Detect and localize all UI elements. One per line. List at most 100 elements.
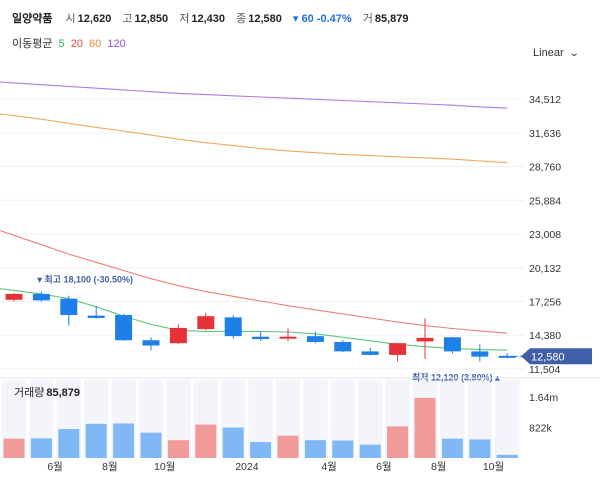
candle	[169, 324, 187, 344]
candle-body	[32, 293, 50, 301]
candle	[306, 331, 324, 344]
y-tick-label: 28,760	[529, 162, 561, 174]
volume-bar	[58, 429, 80, 458]
volume-bar	[195, 424, 217, 458]
candle	[416, 318, 434, 359]
candle	[252, 331, 270, 341]
last-price-label: 12,580	[531, 351, 565, 363]
open-value: 12,620	[77, 13, 112, 25]
scale-dropdown[interactable]: Linear ⌄	[533, 47, 580, 59]
volume-bar	[167, 440, 189, 458]
volume-bar	[277, 435, 299, 458]
low-value: 12,430	[191, 13, 226, 25]
volume-value: 85,879	[374, 13, 409, 25]
candle-body	[169, 327, 187, 344]
volume-legend: 거래량 85,879	[14, 384, 80, 400]
close-label: 종	[236, 13, 247, 25]
ma20-line	[0, 230, 508, 334]
volume-bar	[222, 427, 244, 458]
candle	[32, 291, 50, 302]
volume-bar	[414, 397, 436, 458]
ma-legend-60: 60	[89, 38, 102, 50]
x-tick-label: 8월	[431, 461, 447, 473]
ma-legend-20: 20	[70, 38, 83, 50]
candle	[60, 295, 78, 326]
volume-bar	[3, 438, 25, 458]
volume-tick-label: 1.64m	[529, 392, 558, 404]
candle	[471, 344, 489, 362]
volume-bar	[250, 442, 272, 458]
ma120-line	[0, 81, 508, 109]
y-tick-label: 14,380	[529, 330, 561, 342]
low-annotation: 최저 12,120 (3.80%) ▴	[412, 372, 500, 383]
ma-legend-label: 이동평균	[12, 38, 53, 50]
candle	[361, 347, 379, 356]
x-tick-label: 2024	[235, 461, 259, 473]
volume-bar	[387, 426, 409, 458]
candle-body	[416, 337, 434, 342]
price-header: 일양약품 시 12,620 고 12,850 저 12,430 종 12,580 ▾ 6…	[12, 10, 417, 26]
change-value: ▾ 60 -0.47%	[292, 13, 352, 25]
volume-label: 거	[362, 13, 373, 25]
volume-bar	[113, 423, 135, 458]
candle-body	[306, 336, 324, 342]
volume-bar	[332, 440, 354, 458]
x-tick-label: 6월	[47, 461, 63, 473]
candle	[87, 305, 105, 319]
candle-body	[60, 298, 78, 316]
volume-legend-value: 85,879	[46, 387, 81, 399]
x-tick-label: 4월	[321, 461, 337, 473]
candle-body	[471, 351, 489, 357]
stock-name: 일양약품	[12, 13, 53, 25]
ma-legend-5: 5	[58, 38, 65, 50]
candle-body	[334, 342, 352, 352]
ma-legend-120: 120	[107, 38, 126, 50]
volume-legend-label: 거래량	[14, 387, 45, 399]
ma60-line	[0, 113, 508, 164]
close-value: 12,580	[248, 13, 282, 25]
volume-bar	[30, 438, 52, 458]
candle-body	[279, 336, 297, 339]
y-tick-label: 23,008	[529, 229, 561, 241]
candle	[5, 292, 23, 302]
candle-body	[5, 293, 23, 300]
candle	[197, 312, 215, 331]
last-price-tag	[521, 348, 592, 365]
y-tick-label: 25,884	[529, 195, 561, 207]
y-tick-label: 17,256	[529, 296, 561, 308]
ma-legend[interactable]: 이동평균 5 20 60 120	[12, 35, 129, 51]
scale-mode: Linear	[533, 47, 564, 59]
candle	[115, 313, 133, 341]
volume-bar	[496, 454, 518, 458]
candle-body	[142, 340, 160, 346]
volume-bar	[85, 423, 107, 458]
candle	[224, 315, 242, 339]
chevron-down-icon: ⌄	[568, 48, 580, 59]
open-label: 시	[65, 13, 76, 25]
candle-body	[197, 316, 215, 330]
volume-bar	[359, 444, 381, 458]
x-tick-label: 10월	[154, 461, 175, 473]
y-tick-label: 31,636	[529, 128, 561, 140]
high-annotation: ▾ 최고 18,100 (-30.50%)	[36, 274, 133, 285]
volume-column-bg	[495, 380, 520, 458]
volume-bar	[140, 432, 162, 458]
low-label: 저	[179, 13, 190, 25]
candle	[334, 340, 352, 352]
candle-body	[361, 351, 379, 355]
candle	[279, 328, 297, 342]
candle-body	[389, 343, 407, 355]
candle-body	[115, 315, 133, 341]
candle	[498, 353, 516, 359]
volume-bar	[304, 440, 326, 458]
x-tick-label: 6월	[376, 461, 392, 473]
y-tick-label: 11,504	[529, 364, 560, 376]
candle-body	[224, 317, 242, 337]
high-label: 고	[122, 13, 133, 25]
candle	[443, 336, 461, 354]
candle-body	[443, 337, 461, 352]
high-value: 12,850	[134, 13, 169, 25]
volume-bar	[441, 438, 463, 458]
y-tick-label: 20,132	[529, 263, 561, 275]
